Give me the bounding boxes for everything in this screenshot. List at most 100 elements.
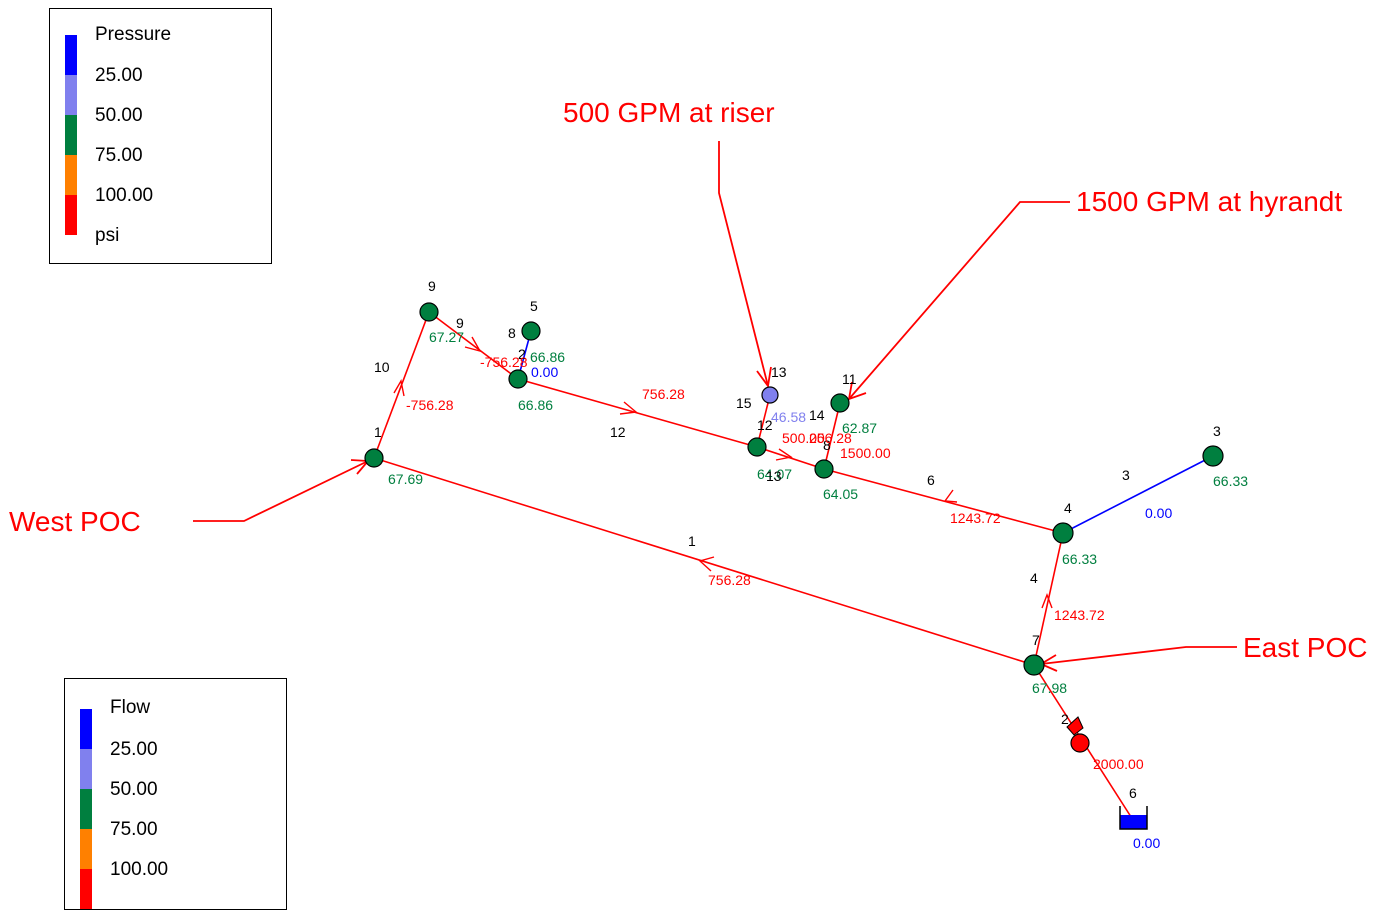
- node-id-label: 12: [757, 417, 773, 433]
- node-id-label: 5: [530, 298, 538, 314]
- pressure-legend-label: 25.00: [95, 65, 143, 86]
- node-pressure-label: 67.69: [388, 471, 423, 487]
- link-flow-label: 500.00: [782, 430, 825, 446]
- pipe-14[interactable]: [823, 402, 841, 470]
- pressure-legend-label: 50.00: [95, 105, 143, 126]
- link-id-label: 6: [927, 472, 935, 488]
- node-id-label: 2: [1061, 711, 1069, 727]
- link-flow-label: 1243.72: [1054, 607, 1105, 623]
- flow-swatch-0: [80, 709, 92, 749]
- node-pressure-label: 66.86: [518, 397, 553, 413]
- annotation-leaders: [193, 141, 1237, 672]
- node-id-label: 1: [374, 424, 382, 440]
- nodes: [364, 302, 1224, 753]
- arrow-pipe-6: [943, 489, 958, 503]
- tank-6[interactable]: [1119, 806, 1148, 830]
- node-8[interactable]: [814, 459, 834, 479]
- node-13[interactable]: [761, 386, 779, 404]
- node-id-label: 7: [1032, 632, 1040, 648]
- pipe-9[interactable]: [428, 311, 519, 380]
- pump-body[interactable]: [1066, 716, 1084, 736]
- pressure-legend-unit: psi: [95, 225, 120, 246]
- flow-swatch-2: [80, 789, 92, 829]
- flow-arrows: [393, 336, 1053, 609]
- flow-swatch-1: [80, 749, 92, 789]
- node-pump-2[interactable]: [1070, 733, 1090, 753]
- node-11[interactable]: [830, 393, 850, 413]
- arrow-pipe-10: [393, 379, 405, 397]
- node-id-label: 4: [1064, 500, 1072, 516]
- pressure-swatch-2: [65, 115, 77, 155]
- node-3[interactable]: [1202, 445, 1224, 467]
- node-pressure-label: 66.33: [1213, 473, 1248, 489]
- link-flow-label: 1243.72: [950, 510, 1001, 526]
- flow-legend-label: 25.00: [110, 739, 158, 760]
- node-4[interactable]: [1052, 522, 1074, 544]
- annotation-riser: 500 GPM at riser: [563, 97, 775, 128]
- node-12[interactable]: [747, 437, 767, 457]
- node-id-label: 9: [428, 278, 436, 294]
- pressure-swatch-4: [65, 195, 77, 235]
- node-pressure-label: 66.33: [1062, 551, 1097, 567]
- node-5[interactable]: [521, 321, 541, 341]
- node-id-label: 3: [1213, 423, 1221, 439]
- link-flow-label: 756.28: [708, 572, 751, 588]
- pipe-13[interactable]: [756, 446, 825, 470]
- pipe-12[interactable]: [517, 378, 758, 448]
- arrow-pipe-13: [775, 448, 793, 461]
- flow-legend-label: 50.00: [110, 779, 158, 800]
- node-id-labels: 1 9 5 2 13 11 12 8 4 3 7 2 6: [374, 278, 1221, 801]
- link-id-labels: 1 10 9 8 12 15 13 14 6 3 4: [374, 315, 1130, 586]
- pressure-swatch-3: [65, 155, 77, 195]
- node-pressure-label: 66.86: [530, 349, 565, 365]
- pressure-legend-label: 100.00: [95, 185, 154, 206]
- annotation-west-poc: West POC: [9, 506, 141, 537]
- flow-swatch-3: [80, 829, 92, 869]
- flow-legend-label: 100.00: [110, 859, 169, 880]
- link-id-label: 12: [610, 424, 626, 440]
- flow-legend: Flow 25.00 50.00 75.00 100.00: [64, 678, 287, 910]
- arrow-pipe-1: [698, 556, 715, 572]
- pressure-swatch-0: [65, 35, 77, 75]
- link-flow-label: 0.00: [1145, 505, 1172, 521]
- link-id-label: 8: [508, 325, 516, 341]
- annotation-east-poc: East POC: [1243, 632, 1367, 663]
- node-id-label: 13: [771, 364, 787, 380]
- link-id-label: 3: [1122, 467, 1130, 483]
- node-pressure-label: 64.07: [757, 466, 792, 482]
- link-flow-label: 1500.00: [840, 445, 891, 461]
- node-pressure-label: 64.05: [823, 486, 858, 502]
- node-1[interactable]: [364, 448, 384, 468]
- arrow-pipe-9: [464, 336, 482, 353]
- link-flow-label: 756.28: [642, 386, 685, 402]
- link-flow-labels: 756.28 -756.28 -756.28 0.00 756.28 500.0…: [406, 354, 1172, 772]
- link-id-label: 14: [809, 407, 825, 423]
- link-id-label: 10: [374, 359, 390, 375]
- annotation-hydrant: 1500 GPM at hyrandt: [1076, 186, 1342, 217]
- node-pressure-label: 0.00: [1133, 835, 1160, 851]
- link-flow-label: 0.00: [531, 364, 558, 380]
- annotations: 500 GPM at riser 1500 GPM at hyrandt Wes…: [9, 97, 1367, 663]
- pipe-1[interactable]: [373, 457, 1035, 666]
- node-7[interactable]: [1023, 654, 1045, 676]
- link-id-label: 1: [688, 533, 696, 549]
- link-flow-label: 256.28: [809, 430, 852, 446]
- network-map: 1 9 5 2 13 11 12 8 4 3 7 2 6 67.69 67.27…: [9, 97, 1367, 851]
- node-id-label: 8: [823, 437, 831, 453]
- node-2[interactable]: [508, 369, 528, 389]
- riser-arrowhead: [756, 366, 772, 389]
- link-id-label: 4: [1030, 570, 1038, 586]
- pressure-legend-title: Pressure: [95, 24, 172, 45]
- pipe-6[interactable]: [823, 468, 1064, 534]
- node-id-label: 2: [518, 346, 526, 362]
- node-id-label: 11: [842, 371, 857, 387]
- link-id-label: 15: [736, 395, 752, 411]
- link-flow-label: -756.28: [480, 354, 528, 370]
- node-9[interactable]: [419, 302, 439, 322]
- pressure-legend: Pressure 25.00 50.00 75.00 100.00 psi: [49, 8, 272, 264]
- node-pressure-label: 67.98: [1032, 680, 1067, 696]
- pressure-swatch-1: [65, 75, 77, 115]
- pipe-3[interactable]: [1062, 455, 1214, 534]
- east-poc-leader: [1040, 646, 1237, 665]
- hydrant-leader: [848, 201, 1070, 400]
